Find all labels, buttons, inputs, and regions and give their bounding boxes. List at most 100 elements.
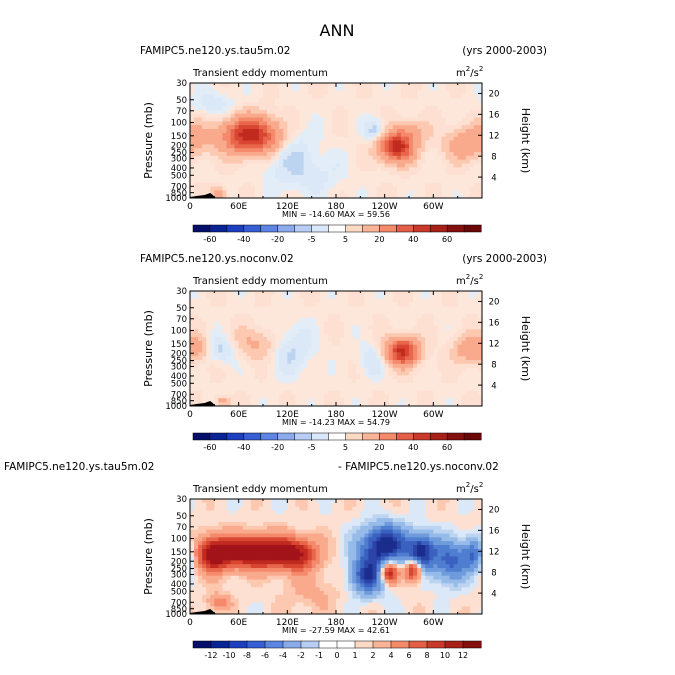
- field-cell: [449, 291, 455, 296]
- field-cell: [295, 136, 300, 141]
- field-cell: [465, 186, 471, 191]
- field-cell: [331, 144, 337, 149]
- field-cell: [315, 344, 321, 349]
- field-cell: [254, 125, 260, 130]
- field-cell: [315, 363, 321, 369]
- field-cell: [336, 98, 341, 103]
- field-cell: [275, 98, 280, 103]
- field-cell: [384, 94, 390, 99]
- field-cell: [340, 352, 345, 357]
- field-cell: [441, 129, 446, 134]
- field-cell: [214, 383, 219, 388]
- field-cell: [194, 171, 199, 176]
- field-cell: [461, 306, 467, 311]
- field-cell: [392, 106, 398, 111]
- field-cell: [234, 294, 240, 300]
- field-cell: [214, 360, 219, 365]
- field-cell: [368, 106, 373, 111]
- field-cell: [473, 394, 479, 399]
- field-cell: [210, 360, 215, 365]
- field-cell: [291, 86, 296, 92]
- field-cell: [417, 340, 422, 346]
- field-cell: [429, 117, 434, 122]
- field-cell: [327, 390, 333, 395]
- field-cell: [295, 360, 300, 365]
- field-cell: [275, 171, 280, 176]
- field-cell: [340, 182, 345, 187]
- field-cell: [210, 178, 215, 184]
- field-cell: [340, 294, 345, 300]
- field-cell: [226, 533, 231, 538]
- field-cell: [388, 386, 394, 392]
- field-cell: [429, 113, 434, 118]
- field-cell: [319, 333, 325, 338]
- field-cell: [190, 306, 195, 311]
- field-cell: [413, 302, 418, 307]
- field-cell: [198, 591, 203, 596]
- field-cell: [230, 548, 236, 554]
- field-cell: [437, 310, 442, 315]
- field-cell: [344, 125, 349, 130]
- field-cell: [222, 606, 227, 611]
- field-cell: [453, 182, 459, 187]
- field-cell: [340, 178, 345, 184]
- field-cell: [429, 329, 434, 334]
- field-cell: [417, 102, 422, 107]
- field-cell: [222, 94, 227, 99]
- field-cell: [295, 386, 300, 392]
- field-cell: [473, 325, 479, 330]
- field-cell: [413, 367, 418, 372]
- field-cell: [234, 379, 240, 384]
- field-cell: [246, 152, 252, 157]
- field-cell: [198, 371, 203, 376]
- field-cell: [453, 148, 459, 153]
- field-cell: [364, 94, 369, 99]
- field-cell: [275, 132, 280, 138]
- field-cell: [194, 529, 199, 534]
- field-cell: [425, 329, 430, 334]
- field-cell: [453, 178, 459, 184]
- panel-3: FAMIPC5.ne120.ys.tau5m.02- FAMIPC5.ne120…: [4, 461, 532, 660]
- field-cell: [400, 363, 406, 369]
- field-cell: [461, 360, 467, 365]
- field-cell: [457, 302, 463, 307]
- field-cell: [360, 329, 365, 334]
- field-cell: [242, 83, 248, 88]
- field-cell: [283, 186, 288, 191]
- field-cell: [263, 360, 268, 365]
- field-cell: [242, 333, 248, 338]
- field-cell: [287, 178, 292, 184]
- field-cell: [291, 321, 296, 326]
- field-cell: [230, 333, 236, 338]
- field-cell: [194, 155, 199, 161]
- field-cell: [360, 175, 365, 180]
- field-cell: [214, 182, 219, 187]
- field-cell: [372, 106, 377, 111]
- field-cell: [352, 121, 357, 126]
- field-cell: [210, 525, 215, 531]
- field-cell: [283, 383, 288, 388]
- field-cell: [461, 363, 467, 369]
- field-cell: [469, 175, 475, 180]
- field-cell: [190, 136, 195, 141]
- field-cell: [413, 321, 418, 326]
- field-cell: [429, 398, 434, 403]
- field-cell: [234, 548, 240, 554]
- field-cell: [323, 167, 329, 172]
- field-cell: [210, 344, 215, 349]
- field-cell: [222, 186, 227, 191]
- field-cell: [392, 190, 398, 195]
- field-cell: [392, 102, 398, 107]
- field-cell: [254, 152, 260, 157]
- field-cell: [275, 321, 280, 326]
- field-cell: [445, 136, 450, 141]
- colorbar-label: -60: [203, 235, 216, 244]
- field-cell: [242, 148, 248, 153]
- field-cell: [226, 302, 231, 307]
- field-cell: [344, 144, 349, 149]
- field-cell: [413, 159, 418, 164]
- field-cell: [477, 356, 483, 361]
- field-cell: [340, 375, 345, 380]
- field-cell: [327, 317, 333, 323]
- field-cell: [311, 129, 317, 134]
